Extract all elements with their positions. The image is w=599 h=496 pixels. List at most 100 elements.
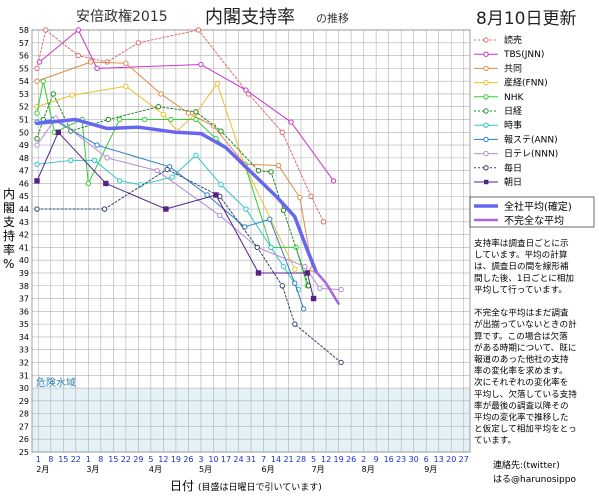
data-point bbox=[168, 116, 174, 123]
x-axis-ticks: 1 8 15 22 1 8 15 22 29 5 12 19 26 3 10 17 24 31 7 14 21 28 5 12… bbox=[36, 455, 469, 464]
data-point bbox=[155, 104, 162, 110]
legend-label: 共同 bbox=[504, 63, 522, 74]
data-point bbox=[68, 157, 74, 164]
data-point bbox=[198, 61, 204, 68]
plot-border bbox=[31, 29, 471, 453]
x-tick-label: 19 bbox=[334, 455, 344, 464]
legend-label: 産経(FNN) bbox=[504, 77, 548, 89]
x-tick-label: 8 bbox=[98, 455, 103, 464]
legend-item: 報ステ(ANN) bbox=[474, 134, 558, 145]
legend-label: 全社平均(確定) bbox=[504, 200, 572, 213]
note-line: と仮定して相加平均をとっ bbox=[474, 423, 577, 435]
data-point bbox=[169, 174, 175, 180]
x-axis-label: 日付 bbox=[170, 479, 194, 493]
x-tick-label: 12 bbox=[158, 455, 168, 464]
x-tick-label: 12 bbox=[321, 455, 331, 464]
data-point bbox=[193, 116, 199, 123]
data-point bbox=[164, 166, 170, 173]
x-tick-label: 15 bbox=[58, 455, 68, 464]
legend-marker bbox=[483, 65, 489, 72]
series-line bbox=[35, 117, 318, 274]
data-point bbox=[292, 321, 298, 327]
data-point bbox=[85, 180, 92, 187]
note-line: 平均して行っています。 bbox=[474, 283, 567, 295]
note-line: 不完全な平均はまだ調査 bbox=[474, 307, 569, 319]
data-point bbox=[213, 192, 219, 198]
updated-date: 8月10日更新 bbox=[476, 9, 576, 29]
data-point bbox=[160, 111, 167, 118]
title-suffix: の推移 bbox=[316, 11, 349, 25]
data-point bbox=[94, 65, 100, 72]
data-point bbox=[123, 83, 129, 89]
x-tick-label: 9 bbox=[374, 455, 379, 464]
data-point bbox=[217, 212, 223, 219]
x-month-label: 4月 bbox=[149, 465, 162, 474]
legend-item: 時事 bbox=[474, 119, 522, 131]
x-month-label: 6月 bbox=[262, 465, 275, 474]
legend-label: 不完全な平均 bbox=[504, 214, 564, 227]
x-month-label: 8月 bbox=[362, 465, 375, 474]
x-tick-label: 21 bbox=[283, 455, 293, 464]
data-point bbox=[308, 193, 314, 199]
y-tick-label: 50 bbox=[19, 128, 29, 137]
y-tick-label: 26 bbox=[19, 435, 29, 444]
data-point bbox=[330, 178, 337, 184]
data-point bbox=[36, 59, 43, 65]
explanation-note: 支持率は調査日ごとに示しています。平均の計算は、調査日の間を線形補間した後、1日… bbox=[474, 237, 577, 446]
legend-marker bbox=[484, 179, 489, 185]
y-tick-label: 52 bbox=[19, 103, 29, 112]
x-tick-label: 3 bbox=[198, 455, 203, 464]
legend-item: TBS(JNN) bbox=[474, 50, 544, 60]
data-point bbox=[255, 270, 262, 276]
data-point bbox=[75, 27, 82, 33]
x-tick-label: 8 bbox=[48, 455, 53, 464]
legend-marker bbox=[483, 122, 489, 128]
data-point bbox=[243, 87, 249, 93]
y-tick-label: 31 bbox=[19, 371, 29, 380]
data-point bbox=[69, 92, 75, 98]
data-point bbox=[94, 142, 100, 148]
data-point bbox=[34, 142, 40, 148]
y-tick-label: 48 bbox=[19, 154, 29, 163]
x-axis-months: 2月 3月 4月 5月 6月 7月 8月 9月 bbox=[36, 465, 437, 474]
data-point bbox=[101, 206, 108, 212]
x-month-label: 5月 bbox=[199, 465, 212, 474]
note-line: 次にそれぞれの変化率を bbox=[474, 376, 568, 388]
series-line bbox=[36, 131, 315, 300]
x-tick-label: 7 bbox=[261, 455, 266, 464]
legend-label: 毎日 bbox=[504, 162, 522, 174]
data-point bbox=[123, 60, 129, 66]
series-11 bbox=[34, 129, 317, 302]
note-line: 率の変化率を求めます。 bbox=[474, 365, 568, 377]
legend-label: 日テレ(NNN) bbox=[504, 149, 558, 160]
data-point bbox=[34, 78, 40, 84]
legend-item: 共同 bbox=[474, 63, 522, 74]
data-point bbox=[320, 219, 327, 225]
legend-marker bbox=[483, 136, 489, 143]
x-tick-label: 31 bbox=[246, 455, 256, 464]
series-2 bbox=[36, 27, 337, 184]
x-tick-label: 22 bbox=[71, 455, 81, 464]
x-tick-label: 17 bbox=[221, 455, 231, 464]
legend-label: 朝日 bbox=[504, 177, 522, 188]
data-point bbox=[279, 283, 285, 289]
legend-label: NHK bbox=[504, 93, 525, 103]
data-point bbox=[193, 109, 199, 115]
legend-marker bbox=[483, 150, 489, 157]
data-point bbox=[304, 270, 311, 276]
data-point bbox=[280, 207, 287, 214]
data-point bbox=[91, 157, 98, 164]
y-tick-label: 56 bbox=[19, 52, 29, 61]
y-tick-label: 39 bbox=[19, 269, 29, 278]
data-point bbox=[40, 78, 46, 84]
note-line: 率が最後の調査以降その bbox=[474, 399, 569, 411]
y-tick-label: 33 bbox=[19, 346, 29, 355]
data-point bbox=[75, 52, 82, 59]
data-point bbox=[163, 206, 169, 212]
y-tick-label: 43 bbox=[19, 218, 29, 227]
x-tick-label: 26 bbox=[183, 455, 193, 464]
data-point bbox=[214, 81, 220, 87]
data-point bbox=[317, 285, 323, 292]
x-tick-label: 28 bbox=[296, 455, 306, 464]
data-point bbox=[158, 91, 164, 97]
